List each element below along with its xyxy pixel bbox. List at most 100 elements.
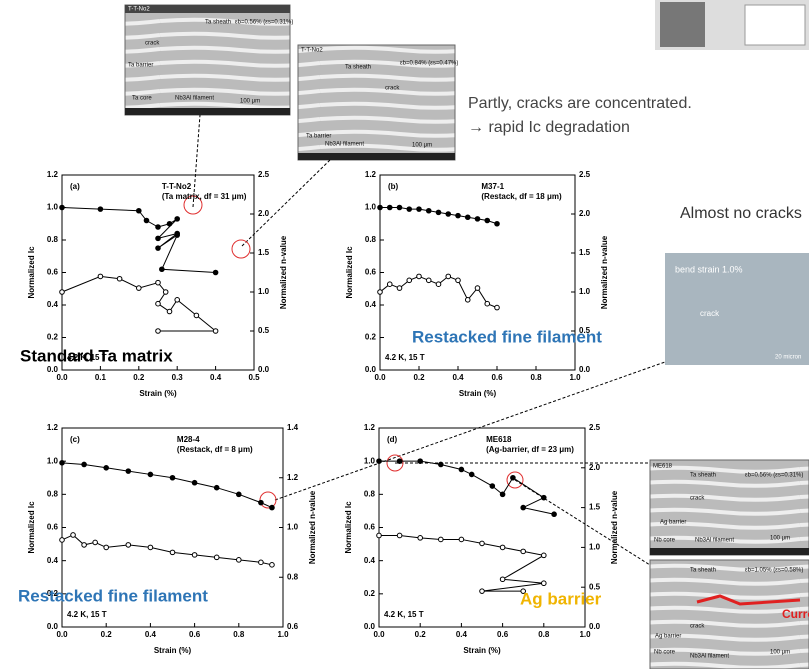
micrograph: ME618 Ta sheath εb=0.56% (εs=0.31%) crac… — [649, 459, 809, 556]
data-point — [464, 214, 471, 221]
x-tick-label: 0.4 — [210, 373, 222, 382]
data-point — [455, 212, 461, 219]
y-tick-label: 1.2 — [47, 423, 59, 432]
data-point — [376, 458, 382, 464]
data-point — [416, 273, 422, 280]
image-label: Ta sheath — [690, 473, 716, 479]
y2-tick-label: 2.0 — [579, 209, 591, 218]
x-tick-label: 0.8 — [538, 630, 550, 639]
micrograph: T-T-No2 Ta sheath εb=0.56% (εs=0.31%) cr… — [124, 4, 293, 116]
data-point — [174, 232, 180, 238]
y-tick-label: 0.2 — [47, 589, 59, 598]
image-label: Nb core — [654, 650, 676, 656]
x-axis-label: Strain (%) — [154, 646, 192, 655]
data-point — [155, 235, 161, 242]
data-point — [166, 220, 173, 227]
x-tick-label: 0.2 — [413, 373, 425, 382]
image-label: 100 μm — [240, 99, 260, 105]
data-point — [191, 479, 198, 486]
y2-tick-label: 1.4 — [287, 423, 299, 432]
data-point — [269, 562, 275, 568]
data-point — [213, 554, 220, 561]
y-tick-label: 0.0 — [47, 365, 59, 374]
y-tick-label: 0.0 — [364, 622, 376, 631]
sample-label: ME618 — [486, 435, 512, 444]
data-point — [212, 328, 219, 334]
image-label: Ta sheath — [205, 20, 231, 26]
overlay-label: Standard Ta matrix — [20, 346, 173, 365]
overlay-label: Restacked fine filament — [18, 586, 208, 605]
image-label: εb=0.56% (εs=0.31%) — [745, 473, 803, 479]
sample-detail: (Ta matrix, df = 31 μm) — [162, 192, 247, 201]
y2-tick-label: 0.6 — [287, 622, 299, 631]
data-point — [97, 273, 104, 280]
condition: 4.2 K, 15 T — [384, 610, 424, 619]
data-point — [435, 281, 442, 288]
data-point — [169, 549, 176, 556]
data-point — [81, 461, 87, 468]
image-label: εb=1.05% (εs=0.58%) — [745, 568, 803, 574]
data-point — [159, 266, 165, 273]
data-point — [438, 536, 444, 543]
image-label: T-T-No2 — [301, 48, 323, 54]
data-point — [213, 484, 220, 491]
setup-photo — [655, 0, 809, 50]
data-point — [103, 544, 109, 551]
condition: 4.2 K, 15 T — [67, 353, 107, 362]
note: → rapid Ic degradation — [468, 119, 630, 136]
y2-tick-label: 1.5 — [258, 248, 270, 257]
data-point — [458, 466, 465, 473]
image-label: Nb3Al filament — [690, 654, 729, 660]
x-tick-label: 1.0 — [579, 630, 591, 639]
x-tick-label: 0.8 — [233, 630, 245, 639]
data-point — [59, 460, 65, 466]
sample-detail: (Restack, df = 8 μm) — [177, 445, 253, 454]
image-label: crack — [690, 624, 705, 630]
image-label: Ag barrier — [655, 634, 681, 640]
y-tick-label: 1.0 — [47, 203, 59, 212]
y-axis-label: Normalized Ic — [27, 246, 36, 299]
y2-tick-label: 0.8 — [287, 572, 299, 581]
data-point — [212, 269, 219, 276]
data-point — [417, 458, 424, 464]
x-tick-label: 1.0 — [277, 630, 289, 639]
y-tick-label: 0.4 — [47, 556, 59, 565]
x-tick-label: 0.0 — [56, 630, 68, 639]
x-tick-label: 0.0 — [56, 373, 68, 382]
data-point — [396, 458, 403, 464]
data-point — [445, 211, 452, 217]
image-label: 100 μm — [412, 143, 432, 149]
data-point — [258, 559, 264, 566]
y-tick-label: 0.8 — [364, 489, 376, 498]
data-point — [136, 285, 142, 291]
image-label: Ta core — [132, 96, 152, 102]
x-tick-label: 0.0 — [373, 630, 385, 639]
x-tick-label: 0.3 — [172, 373, 184, 382]
y2-tick-label: 0.5 — [258, 326, 270, 335]
data-point — [479, 540, 485, 547]
y-tick-label: 0.8 — [47, 489, 59, 498]
data-point — [468, 471, 475, 478]
data-point — [92, 539, 98, 546]
series-line — [379, 275, 498, 309]
image-label: εb=0.84% (εs=0.47%) — [400, 61, 458, 67]
image-label: 100 μm — [770, 536, 790, 542]
data-point — [455, 277, 461, 284]
y2-tick-label: 1.0 — [287, 523, 299, 532]
data-point — [520, 548, 527, 555]
data-point — [269, 504, 275, 511]
data-point — [97, 206, 104, 212]
y-axis-label: Normalized Ic — [344, 501, 353, 554]
y2-tick-label: 0.5 — [579, 326, 591, 335]
x-tick-label: 1.0 — [569, 373, 581, 382]
image-label: Ta sheath — [690, 568, 716, 574]
image-label: Ta barrier — [306, 134, 331, 140]
data-point — [193, 312, 200, 319]
image-label: Nb3Al filament — [175, 96, 214, 102]
data-point — [417, 535, 424, 541]
y-tick-label: 0.0 — [365, 365, 377, 374]
data-point — [70, 532, 76, 538]
x-tick-label: 0.8 — [530, 373, 542, 382]
data-point — [425, 207, 432, 214]
